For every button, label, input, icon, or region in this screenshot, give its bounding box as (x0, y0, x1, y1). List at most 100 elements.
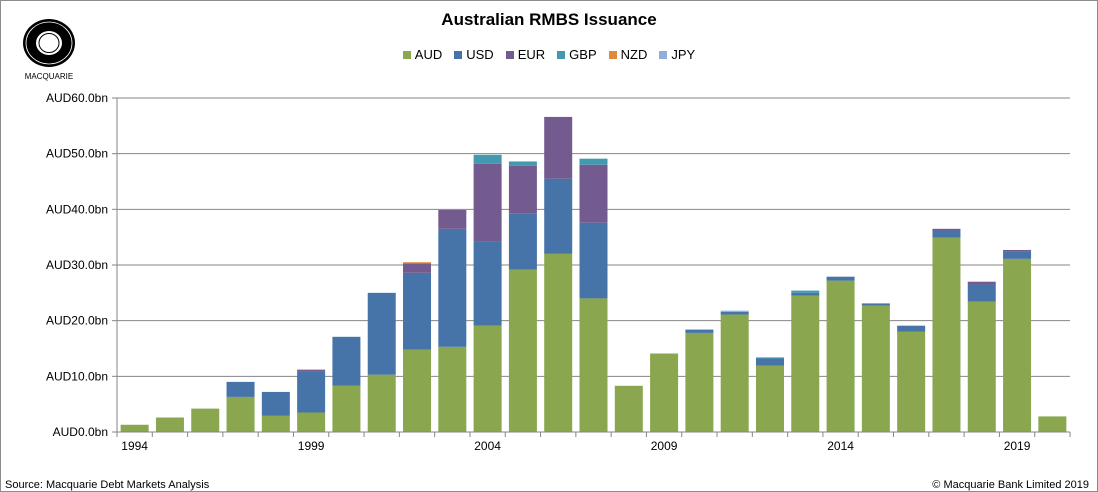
legend-swatch (454, 50, 463, 59)
legend-label: NZD (620, 47, 648, 62)
legend: AUD USD EUR GBP NZD JPY (1, 47, 1097, 62)
bar-aud-2002 (403, 349, 432, 432)
bar-usd-2010 (685, 329, 714, 333)
bar-jpy-2011 (720, 310, 749, 312)
bar-usd-2000 (332, 336, 361, 386)
x-tick-label: 1994 (121, 439, 148, 453)
bar-usd-2012 (755, 358, 784, 366)
bar-usd-1998 (261, 391, 290, 416)
bar-usd-1997 (226, 381, 255, 397)
bar-aud-1999 (297, 412, 326, 432)
y-tick-label: AUD50.0bn (46, 147, 108, 161)
bar-usd-2017 (932, 230, 961, 238)
bar-aud-2008 (614, 385, 643, 432)
legend-label: AUD (414, 47, 443, 62)
bar-aud-2004 (473, 325, 502, 432)
y-tick-label: AUD60.0bn (46, 91, 108, 105)
bar-eur-2004 (473, 163, 502, 242)
x-tick-label: 1999 (298, 439, 325, 453)
bar-usd-2001 (367, 292, 396, 375)
bar-usd-2002 (403, 272, 432, 350)
bar-eur-2006 (544, 116, 573, 179)
bar-aud-2011 (720, 314, 749, 432)
bar-usd-2019 (1003, 251, 1032, 259)
bar-aud-2020 (1038, 416, 1067, 432)
legend-item-eur: EUR (505, 47, 546, 62)
bar-aud-2016 (897, 331, 926, 432)
bar-aud-2006 (544, 253, 573, 432)
legend-swatch (557, 50, 566, 59)
legend-swatch (608, 50, 617, 59)
legend-label: GBP (569, 47, 597, 62)
bar-nzd-2002 (403, 262, 432, 264)
bar-aud-1994 (120, 424, 149, 432)
bar-usd-2006 (544, 178, 573, 254)
legend-label: EUR (517, 47, 546, 62)
bar-usd-2018 (967, 284, 996, 302)
bar-aud-2013 (791, 295, 820, 432)
legend-item-aud: AUD (402, 47, 443, 62)
bar-eur-2019 (1003, 249, 1032, 252)
x-tick-label: 2019 (1004, 439, 1031, 453)
bar-usd-2013 (791, 292, 820, 296)
legend-item-jpy: JPY (659, 47, 695, 62)
y-tick-label: AUD30.0bn (46, 258, 108, 272)
y-tick-label: AUD0.0bn (53, 425, 108, 439)
macquarie-logo: MACQUARIE (13, 13, 85, 83)
bar-usd-2003 (438, 228, 467, 347)
bar-aud-2001 (367, 374, 396, 432)
bar-gbp-2013 (791, 290, 820, 293)
bar-eur-2002 (403, 263, 432, 273)
bar-aud-2010 (685, 332, 714, 432)
legend-label: USD (466, 47, 494, 62)
bar-eur-2005 (508, 165, 537, 214)
x-tick-label: 2009 (651, 439, 678, 453)
bar-gbp-2004 (473, 154, 502, 164)
bar-gbp-2005 (508, 161, 537, 166)
bar-eur-2017 (932, 228, 961, 231)
bar-usd-2015 (861, 303, 890, 306)
y-tick-label: AUD10.0bn (46, 369, 108, 383)
bar-aud-1995 (155, 417, 184, 432)
y-tick-label: AUD40.0bn (46, 202, 108, 216)
bar-aud-2009 (650, 353, 679, 432)
chart-plot: AUD0.0bn AUD10.0bn AUD20.0bn AUD30.0bn AUD40… (46, 91, 1071, 453)
bar-usd-1999 (297, 371, 326, 413)
bar-aud-2012 (755, 365, 784, 432)
legend-item-gbp: GBP (557, 47, 597, 62)
bar-aud-2014 (826, 280, 855, 432)
bar-aud-2015 (861, 305, 890, 432)
logo-text: MACQUARIE (25, 72, 73, 81)
bar-aud-2017 (932, 237, 961, 432)
x-tick-label: 2004 (474, 439, 501, 453)
bar-usd-2005 (508, 213, 537, 270)
bar-usd-2007 (579, 222, 608, 299)
bar-gbp-2007 (579, 158, 608, 165)
bar-aud-2019 (1003, 258, 1032, 432)
bar-usd-2016 (897, 325, 926, 332)
bar-eur-2007 (579, 164, 608, 223)
bar-aud-2000 (332, 385, 361, 432)
chart-title: Australian RMBS Issuance (441, 10, 657, 29)
bar-usd-2011 (720, 311, 749, 315)
copyright-note: © Macquarie Bank Limited 2019 (932, 479, 1089, 491)
bar-usd-2014 (826, 276, 855, 281)
legend-swatch (402, 50, 411, 59)
bar-eur-2018 (967, 281, 996, 285)
bar-aud-2018 (967, 301, 996, 432)
legend-item-usd: USD (454, 47, 494, 62)
bar-aud-1997 (226, 396, 255, 432)
bar-eur-2003 (438, 209, 467, 229)
legend-swatch (505, 50, 514, 59)
x-tick-label: 2014 (827, 439, 854, 453)
bar-aud-2005 (508, 269, 537, 432)
bar-aud-1996 (191, 408, 220, 432)
legend-label: JPY (671, 47, 696, 62)
source-note: Source: Macquarie Debt Markets Analysis (5, 479, 210, 491)
y-tick-label: AUD20.0bn (46, 314, 108, 328)
legend-swatch (659, 50, 668, 59)
bar-aud-2007 (579, 298, 608, 432)
bar-eur-1999 (297, 369, 326, 372)
bar-aud-2003 (438, 346, 467, 432)
